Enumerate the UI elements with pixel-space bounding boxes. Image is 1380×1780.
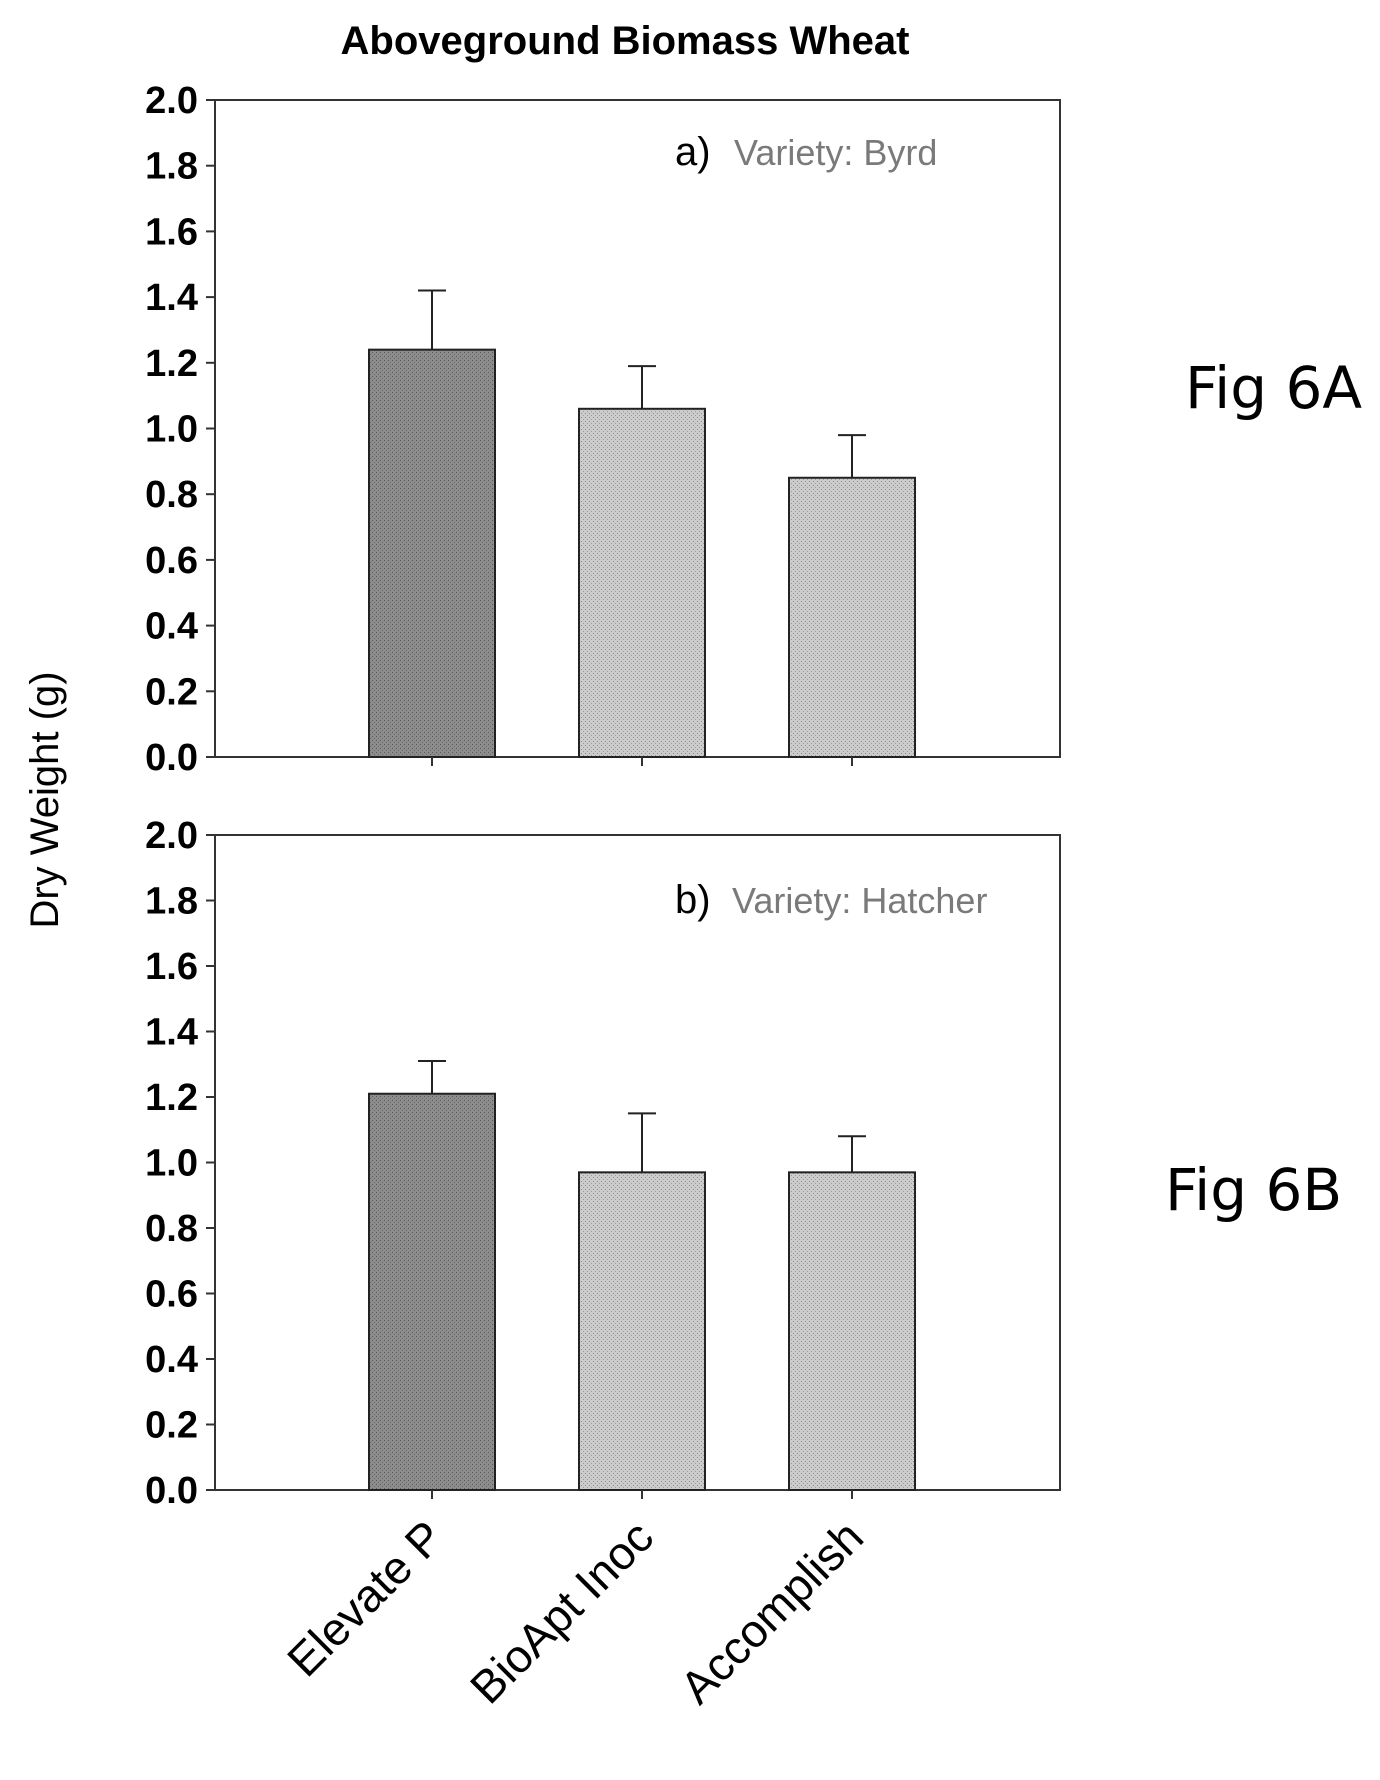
y-tick-label: 1.4 bbox=[145, 1012, 198, 1054]
y-tick-label: 0.8 bbox=[145, 474, 198, 516]
y-tick-label: 1.2 bbox=[145, 343, 198, 385]
fig-6b-label: Fig 6B bbox=[1165, 1156, 1342, 1224]
panel-a: 0.0 0.2 0.4 0.6 0.8 1.0 1.2 1.4 1.6 1.8 2.0 a) Var… bbox=[145, 80, 1061, 779]
y-tick-label: 0.4 bbox=[145, 606, 198, 648]
y-tick-label: 1.6 bbox=[145, 946, 198, 988]
y-tick-label: 1.6 bbox=[145, 211, 198, 253]
bar-bioapt-inoc bbox=[578, 407, 706, 758]
y-tick-label: 0.4 bbox=[145, 1339, 198, 1381]
y-tick-label: 0.8 bbox=[145, 1208, 198, 1250]
bar-accomplish bbox=[788, 1171, 916, 1491]
panel-a-bars bbox=[368, 348, 916, 758]
panel-b-x-ticks bbox=[431, 1490, 853, 1499]
category-label: BioApt Inoc bbox=[460, 1510, 663, 1713]
y-axis-label: Dry Weight (g) bbox=[23, 671, 67, 928]
y-tick-label: 1.4 bbox=[145, 277, 198, 319]
panel-b-y-ticks: 0.0 0.2 0.4 0.6 0.8 1.0 1.2 1.4 1.6 1.8 2.0 bbox=[145, 815, 215, 1512]
bar-accomplish bbox=[788, 476, 916, 758]
panel-a-y-ticks: 0.0 0.2 0.4 0.6 0.8 1.0 1.2 1.4 1.6 1.8 2.0 bbox=[145, 80, 215, 779]
panel-a-letter: a) bbox=[675, 130, 711, 174]
y-tick-label: 1.8 bbox=[145, 146, 198, 188]
y-tick-label: 0.0 bbox=[145, 1470, 198, 1512]
panel-b-letter: b) bbox=[675, 878, 711, 922]
y-tick-label: 0.0 bbox=[145, 737, 198, 779]
panel-b-error-bars bbox=[418, 1059, 866, 1173]
bar-elevate-p bbox=[368, 348, 496, 758]
category-label: Accomplish bbox=[670, 1510, 873, 1713]
y-tick-label: 2.0 bbox=[145, 815, 198, 857]
y-tick-label: 0.6 bbox=[145, 540, 198, 582]
panel-a-x-ticks bbox=[431, 757, 853, 766]
panel-b-variety: Variety: Hatcher bbox=[732, 880, 987, 921]
panel-a-error-bars bbox=[418, 289, 866, 478]
category-label: Elevate P bbox=[277, 1510, 453, 1686]
panel-b: 0.0 0.2 0.4 0.6 0.8 1.0 1.2 1.4 1.6 1.8 2.0 b) Var… bbox=[145, 815, 1061, 1512]
category-labels: Elevate P BioApt Inoc Accomplish bbox=[277, 1510, 873, 1713]
y-tick-label: 1.0 bbox=[145, 1143, 198, 1185]
y-tick-label: 0.6 bbox=[145, 1274, 198, 1316]
y-tick-label: 0.2 bbox=[145, 1405, 198, 1447]
fig-6a-label: Fig 6A bbox=[1185, 354, 1362, 422]
bar-elevate-p bbox=[368, 1092, 496, 1491]
panel-a-variety: Variety: Byrd bbox=[734, 132, 937, 173]
y-tick-label: 1.8 bbox=[145, 881, 198, 923]
y-tick-label: 2.0 bbox=[145, 80, 198, 122]
figure-title: Aboveground Biomass Wheat bbox=[341, 19, 910, 63]
y-tick-label: 1.2 bbox=[145, 1077, 198, 1119]
y-tick-label: 0.2 bbox=[145, 671, 198, 713]
bar-bioapt-inoc bbox=[578, 1171, 706, 1491]
y-tick-label: 1.0 bbox=[145, 409, 198, 451]
